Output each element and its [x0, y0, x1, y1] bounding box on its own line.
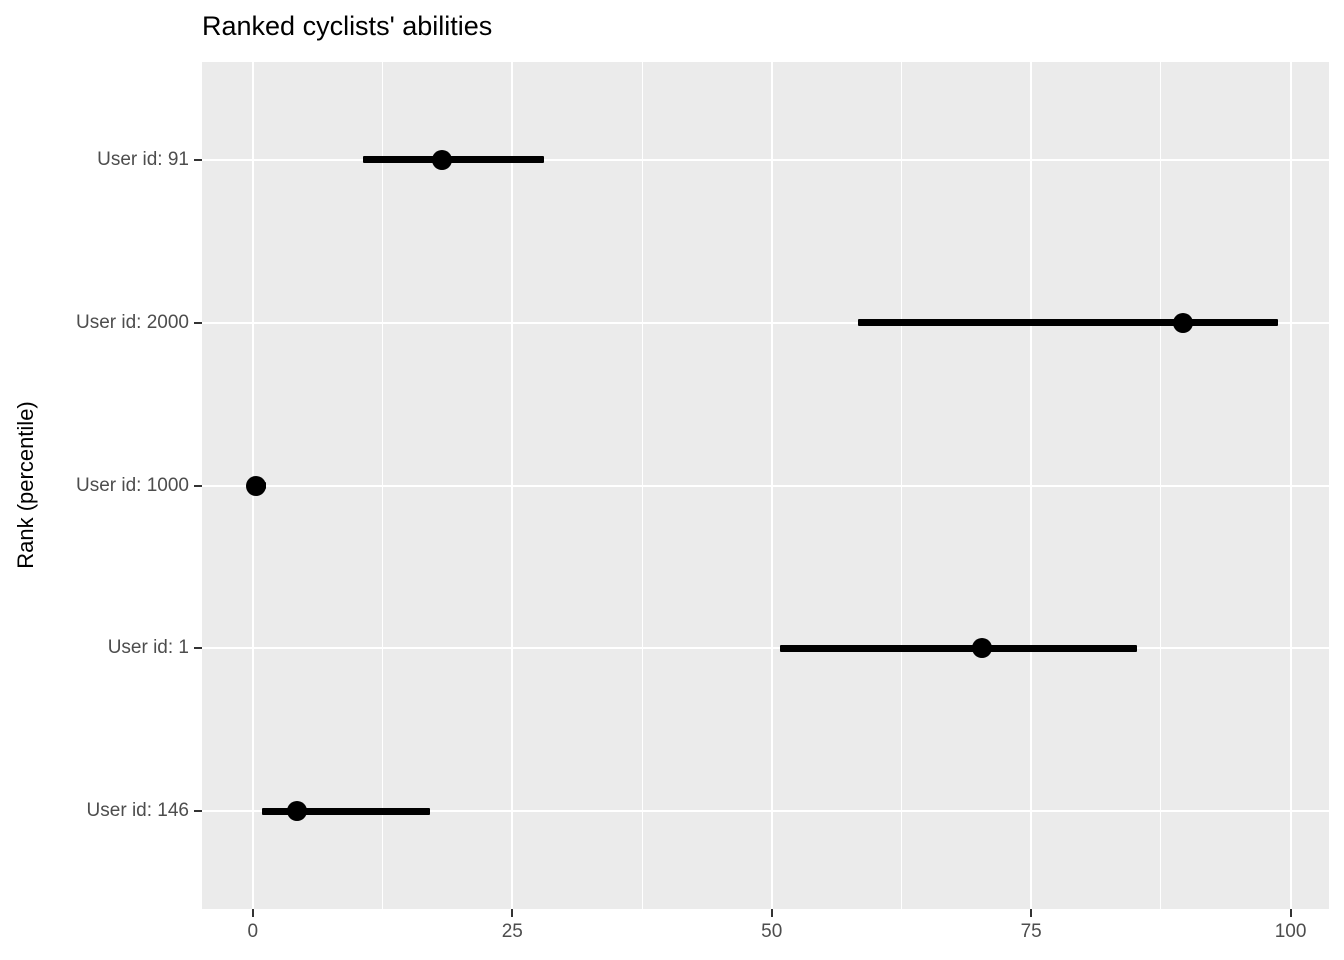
- major-gridline-horizontal: [202, 321, 1329, 324]
- y-axis-tick: [194, 484, 202, 487]
- y-axis-tick-label: User id: 2000: [75, 311, 189, 333]
- x-axis-tick: [770, 909, 773, 917]
- interval-bar: [857, 319, 1279, 327]
- x-axis-tick-label: 25: [501, 921, 523, 942]
- major-gridline-horizontal: [202, 158, 1329, 161]
- estimate-point: [431, 149, 452, 170]
- major-gridline-horizontal: [202, 810, 1329, 813]
- y-axis-tick-label: User id: 1000: [75, 474, 189, 496]
- x-axis-tick-label: 50: [761, 921, 783, 942]
- x-axis-tick: [251, 909, 254, 917]
- y-axis-tick: [194, 810, 202, 813]
- chart-title: Ranked cyclists' abilities: [202, 11, 493, 41]
- plot-panel: [202, 62, 1329, 909]
- y-axis-tick-label: User id: 91: [97, 148, 189, 170]
- y-axis-tick-label: User id: 1: [107, 637, 189, 659]
- y-axis-tick: [194, 321, 202, 324]
- y-axis-tick: [194, 158, 202, 161]
- x-axis-tick-label: 100: [1274, 921, 1307, 942]
- y-axis-tick-label: User id: 146: [86, 800, 189, 822]
- interval-bar: [262, 807, 431, 815]
- interval-bar: [780, 644, 1137, 652]
- estimate-point: [1172, 312, 1193, 333]
- x-axis-tick: [1030, 909, 1033, 917]
- estimate-point: [287, 801, 308, 822]
- estimate-point: [972, 638, 993, 659]
- x-axis-tick: [511, 909, 514, 917]
- x-axis-tick: [1289, 909, 1292, 917]
- major-gridline-horizontal: [202, 647, 1329, 650]
- x-axis-tick-label: 75: [1020, 921, 1042, 942]
- estimate-point: [245, 475, 266, 496]
- major-gridline-horizontal: [202, 484, 1329, 487]
- x-axis-tick-label: 0: [247, 921, 259, 942]
- interval-bar: [362, 156, 545, 164]
- y-axis-tick: [194, 647, 202, 650]
